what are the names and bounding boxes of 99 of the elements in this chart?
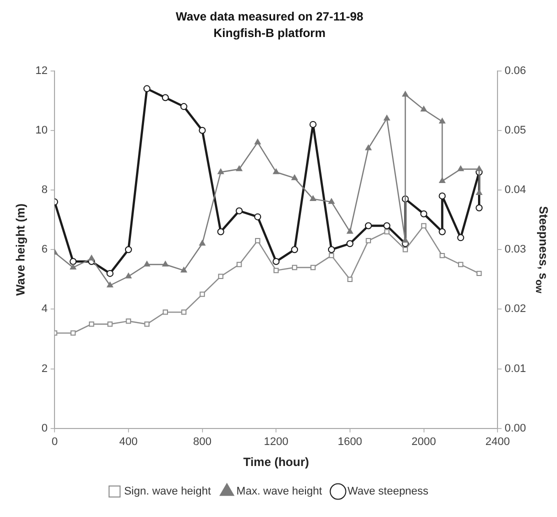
point bbox=[439, 178, 446, 184]
point bbox=[181, 310, 186, 315]
x-tick-label: 1200 bbox=[264, 436, 288, 448]
point bbox=[124, 246, 132, 254]
point bbox=[310, 120, 317, 128]
point bbox=[236, 166, 242, 172]
y2-tick-label: 0.02 bbox=[504, 303, 526, 316]
point bbox=[346, 240, 354, 248]
point bbox=[346, 228, 354, 234]
x-tick-label: 2000 bbox=[412, 436, 436, 448]
point bbox=[476, 166, 482, 172]
y-tick-label: 0 bbox=[42, 422, 48, 434]
point bbox=[402, 237, 408, 243]
y-axis-title: Wave height (m) bbox=[14, 203, 28, 296]
y-tick-label: 4 bbox=[42, 303, 48, 316]
legend-label: Wave steepness bbox=[348, 486, 429, 498]
point bbox=[106, 270, 114, 277]
point bbox=[107, 321, 113, 327]
y2-tick-label: 0.01 bbox=[504, 362, 526, 375]
point bbox=[383, 222, 390, 230]
y-tick-label: 8 bbox=[42, 184, 48, 196]
x-tick-label: 0 bbox=[52, 436, 58, 448]
point bbox=[438, 228, 446, 236]
legend-label: Sign. wave height bbox=[124, 486, 211, 498]
point bbox=[328, 246, 335, 254]
point bbox=[458, 262, 464, 268]
point bbox=[366, 238, 372, 244]
point bbox=[365, 144, 372, 150]
y2-tick-label: 0.05 bbox=[504, 124, 526, 136]
y-tick-label: 10 bbox=[35, 124, 48, 136]
point bbox=[199, 240, 206, 246]
x-tick-label: 800 bbox=[193, 436, 212, 448]
point bbox=[420, 210, 428, 218]
point bbox=[254, 138, 261, 144]
point bbox=[402, 91, 408, 97]
point bbox=[162, 94, 169, 102]
point bbox=[255, 238, 260, 244]
point bbox=[384, 114, 390, 120]
point bbox=[254, 213, 262, 220]
y2-tick-label: 0.03 bbox=[504, 244, 526, 256]
point bbox=[291, 174, 298, 180]
point bbox=[457, 234, 464, 242]
point bbox=[458, 166, 464, 172]
point bbox=[126, 318, 132, 324]
point bbox=[292, 264, 298, 270]
point bbox=[347, 276, 353, 282]
point bbox=[218, 274, 224, 280]
point bbox=[236, 207, 243, 214]
point bbox=[144, 321, 150, 327]
point bbox=[198, 126, 206, 134]
point bbox=[476, 270, 482, 276]
x-tick-label: 2400 bbox=[485, 436, 510, 448]
y2-tick-label: 0.04 bbox=[504, 184, 526, 196]
point bbox=[273, 168, 280, 174]
point bbox=[162, 310, 168, 315]
x-tick-label: 1600 bbox=[338, 436, 362, 448]
point bbox=[180, 266, 187, 272]
point bbox=[144, 261, 150, 266]
point bbox=[476, 189, 482, 195]
x-tick-label: 400 bbox=[119, 436, 138, 448]
point bbox=[88, 321, 94, 327]
point bbox=[384, 229, 390, 234]
legend-label: Max. wave height bbox=[236, 486, 322, 498]
point bbox=[310, 264, 316, 270]
y-tick-label: 12 bbox=[35, 64, 48, 77]
point bbox=[272, 258, 280, 266]
point bbox=[440, 252, 445, 258]
point bbox=[420, 106, 427, 112]
point bbox=[70, 258, 77, 266]
point bbox=[364, 222, 372, 230]
point bbox=[217, 228, 224, 236]
point bbox=[218, 168, 224, 174]
point bbox=[402, 246, 408, 252]
point bbox=[421, 223, 426, 228]
y2-tick-label: 0.06 bbox=[504, 64, 526, 77]
point bbox=[328, 198, 335, 204]
point bbox=[273, 268, 279, 274]
point bbox=[200, 292, 205, 297]
point bbox=[476, 204, 483, 212]
point bbox=[439, 118, 446, 124]
y-tick-label: 2 bbox=[42, 362, 48, 375]
point bbox=[106, 282, 114, 288]
point bbox=[88, 255, 95, 261]
point bbox=[125, 272, 132, 278]
chart-subtitle: Kingfish-B platform bbox=[214, 26, 326, 40]
chart-title: Wave data measured on 27-11-98 bbox=[176, 10, 364, 24]
point bbox=[236, 262, 242, 268]
point bbox=[291, 246, 298, 254]
point bbox=[180, 103, 188, 110]
point bbox=[70, 330, 76, 336]
point bbox=[143, 85, 150, 92]
y-tick-label: 6 bbox=[42, 244, 48, 256]
point bbox=[328, 252, 334, 258]
point bbox=[438, 192, 446, 200]
y2-tick-label: 0.00 bbox=[504, 422, 526, 434]
point bbox=[70, 264, 76, 270]
x-axis-title: Time (hour) bbox=[243, 455, 310, 470]
point bbox=[162, 261, 168, 266]
point bbox=[310, 195, 316, 201]
